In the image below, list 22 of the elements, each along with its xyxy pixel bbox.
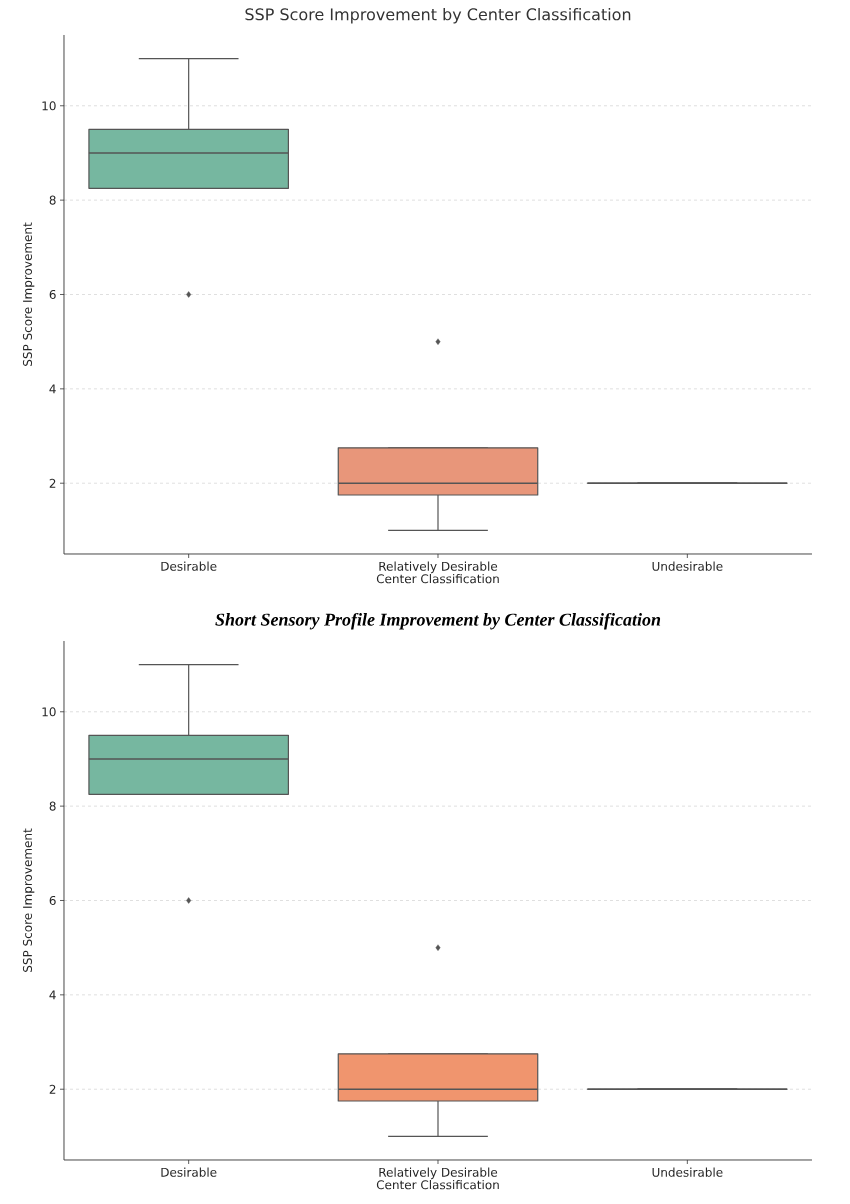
y-tick-label: 4 [49,384,56,394]
y-tick-label: 6 [49,895,56,906]
x-tick-label: Relatively Desirable [379,561,498,574]
y-tick-label: 4 [49,990,56,1000]
y-tick-label: 10 [42,101,56,111]
chart-title: Short Sensory Profile Improvement by Center Classification [215,612,661,630]
x-tick-label: Desirable [161,561,217,571]
y-tick-label: 8 [49,195,56,205]
x-axis-title: Center Classification [376,574,499,584]
x-axis-title: Center Classification [376,1180,499,1190]
x-tick-label: Undesirable [652,1167,723,1177]
y-axis-title: SSP Score Improvement [22,828,35,972]
y-tick-label: 2 [49,478,56,488]
x-tick-label: Desirable [161,1167,217,1177]
y-tick-label: 2 [49,1084,56,1094]
x-tick-label: Undesirable [652,561,723,571]
y-tick-label: 8 [49,801,56,811]
y-tick-label: 6 [49,289,56,300]
chart-title: SSP Score Improvement by Center Classification [245,7,631,24]
y-tick-label: 10 [42,707,56,717]
x-tick-label: Relatively Desirable [379,1167,498,1180]
y-axis-title: SSP Score Improvement [22,222,35,366]
